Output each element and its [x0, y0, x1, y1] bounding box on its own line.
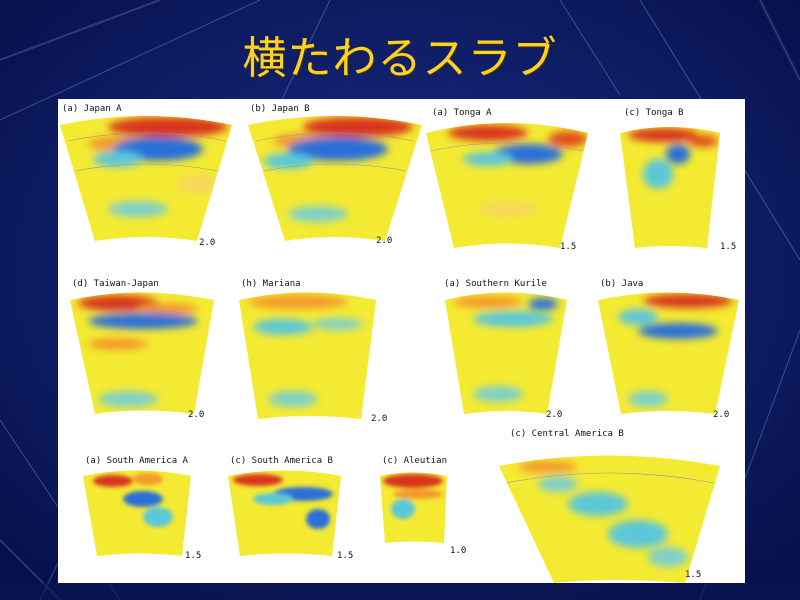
panel-4-label: (c) Tonga B — [624, 108, 684, 118]
panel-9: (a) South America A 1.5 — [83, 456, 201, 561]
panel-10-scale: 1.5 — [337, 551, 353, 561]
panel-12-label: (c) Central America B — [510, 429, 624, 439]
panel-9-wedge — [83, 470, 191, 556]
panel-9-scale: 1.5 — [185, 551, 201, 561]
panel-1-scale: 2.0 — [199, 238, 215, 248]
panel-3-wedge — [426, 123, 588, 248]
panel-12-wedge — [499, 455, 720, 583]
panel-9-label: (a) South America A — [85, 456, 189, 466]
panel-8-label: (b) Java — [600, 279, 643, 289]
panel-7-scale: 2.0 — [546, 410, 562, 420]
panel-5-label: (d) Taiwan-Japan — [72, 279, 159, 289]
panel-5-wedge — [70, 292, 214, 414]
panel-6: (h) Mariana 2.0 — [239, 279, 387, 424]
panel-7-wedge — [445, 292, 567, 414]
panel-4-wedge — [620, 127, 720, 248]
tomography-figure-svg: (a) Japan A 2.0 (b) Japan B — [60, 104, 739, 583]
panel-8-scale: 2.0 — [713, 410, 729, 420]
panel-2-scale: 2.0 — [376, 236, 392, 246]
panel-7-label: (a) Southern Kurile — [444, 279, 547, 289]
panel-11: (c) Aleutian 1.0 — [380, 456, 466, 556]
panel-11-scale: 1.0 — [450, 546, 466, 556]
panel-3-label: (a) Tonga A — [432, 108, 492, 118]
tomography-figure: (a) Japan A 2.0 (b) Japan B — [58, 99, 745, 583]
panel-10-label: (c) South America B — [230, 456, 333, 466]
slide-title: 横たわるスラブ — [242, 33, 558, 84]
panel-10: (c) South America B 1.5 — [228, 456, 353, 561]
panel-12-scale: 1.5 — [685, 570, 701, 580]
panel-2: (b) Japan B 2.0 — [248, 104, 422, 246]
panel-3: (a) Tonga A 1.5 — [426, 108, 588, 252]
panel-12: (c) Central America B 1.5 — [499, 429, 720, 583]
panel-1-label: (a) Japan A — [62, 104, 122, 114]
panel-1-wedge — [60, 116, 232, 241]
panel-4: (c) Tonga B 1.5 — [620, 108, 736, 252]
panel-8: (b) Java 2.0 — [598, 279, 739, 420]
panel-6-wedge — [239, 292, 376, 419]
panel-11-wedge — [380, 472, 447, 543]
panel-6-scale: 2.0 — [371, 414, 387, 424]
panel-1: (a) Japan A 2.0 — [60, 104, 232, 248]
panel-6-label: (h) Mariana — [241, 279, 301, 289]
panel-8-wedge — [598, 292, 739, 414]
panel-11-label: (c) Aleutian — [382, 456, 447, 466]
panel-5-scale: 2.0 — [188, 410, 204, 420]
panel-4-scale: 1.5 — [720, 242, 736, 252]
panel-5: (d) Taiwan-Japan 2.0 — [70, 279, 214, 420]
panel-3-scale: 1.5 — [560, 242, 576, 252]
panel-2-wedge — [248, 116, 422, 241]
panel-2-label: (b) Japan B — [250, 104, 310, 114]
panel-10-wedge — [228, 470, 341, 556]
panel-7: (a) Southern Kurile 2.0 — [444, 279, 567, 420]
